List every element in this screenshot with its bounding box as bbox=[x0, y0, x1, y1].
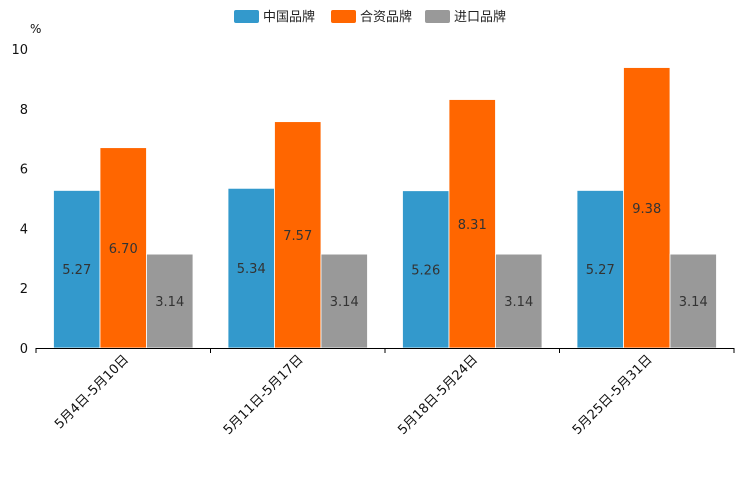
bar-value-label: 6.70 bbox=[109, 242, 138, 257]
bar[interactable] bbox=[320, 253, 368, 349]
legend-item[interactable]: 中国品牌 bbox=[234, 9, 315, 25]
y-tick-label: 4 bbox=[20, 222, 28, 237]
bar-value-label: 5.27 bbox=[62, 263, 91, 278]
bar[interactable] bbox=[227, 187, 275, 349]
bar-series-group: 5.276.703.145.347.573.145.268.313.145.27… bbox=[53, 67, 717, 349]
bar-group: 5.27 6.70 3.14 bbox=[53, 147, 194, 349]
bar[interactable] bbox=[576, 190, 624, 349]
x-category-label: 5月4日-5月10日 bbox=[52, 352, 132, 432]
bar-group: 5.34 7.57 3.14 bbox=[227, 121, 368, 349]
bar[interactable] bbox=[274, 121, 322, 349]
legend-label: 中国品牌 bbox=[263, 9, 315, 25]
bar-value-label: 3.14 bbox=[504, 295, 533, 310]
y-tick-label: 10 bbox=[11, 43, 28, 58]
legend-item[interactable]: 合资品牌 bbox=[331, 9, 412, 25]
bar-group: 5.27 9.38 3.14 bbox=[576, 67, 717, 349]
legend-swatch bbox=[234, 10, 259, 23]
legend-label: 进口品牌 bbox=[454, 9, 506, 25]
y-tick-label: 8 bbox=[20, 103, 28, 118]
bar[interactable] bbox=[53, 190, 101, 349]
y-tick-label: 2 bbox=[20, 282, 28, 297]
legend-item[interactable]: 进口品牌 bbox=[425, 9, 506, 25]
x-category-label: 5月11日-5月17日 bbox=[221, 352, 307, 438]
bar[interactable] bbox=[448, 99, 496, 349]
legend-swatch bbox=[331, 10, 356, 23]
x-category-label: 5月18日-5月24日 bbox=[395, 352, 481, 438]
y-tick-label: 0 bbox=[20, 342, 28, 357]
bar[interactable] bbox=[669, 253, 717, 349]
bar-value-label: 5.27 bbox=[586, 263, 615, 278]
y-axis: 0 2 4 6 8 10 bbox=[11, 43, 28, 357]
bar-value-label: 3.14 bbox=[330, 295, 359, 310]
chart-legend: 中国品牌 合资品牌 进口品牌 bbox=[234, 9, 506, 25]
bar-value-label: 5.26 bbox=[411, 263, 440, 278]
bar-value-label: 9.38 bbox=[632, 202, 661, 217]
x-category-label: 5月25日-5月31日 bbox=[570, 352, 656, 438]
bar[interactable] bbox=[623, 67, 671, 349]
bar-group: 5.26 8.31 3.14 bbox=[402, 99, 543, 349]
bar-value-label: 8.31 bbox=[458, 218, 487, 233]
bar-value-label: 3.14 bbox=[679, 295, 708, 310]
y-axis-unit-label: % bbox=[30, 22, 41, 36]
bar-value-label: 3.14 bbox=[155, 295, 184, 310]
bar-value-label: 5.34 bbox=[237, 262, 266, 277]
bar[interactable] bbox=[99, 147, 147, 349]
x-axis: 5月4日-5月10日 5月11日-5月17日 5月18日-5月24日 5月25日-5月… bbox=[35, 348, 735, 438]
bar-value-label: 7.57 bbox=[283, 229, 312, 244]
y-tick-label: 6 bbox=[20, 163, 28, 178]
bar[interactable] bbox=[146, 253, 194, 349]
legend-swatch bbox=[425, 10, 450, 23]
legend-label: 合资品牌 bbox=[360, 9, 412, 25]
